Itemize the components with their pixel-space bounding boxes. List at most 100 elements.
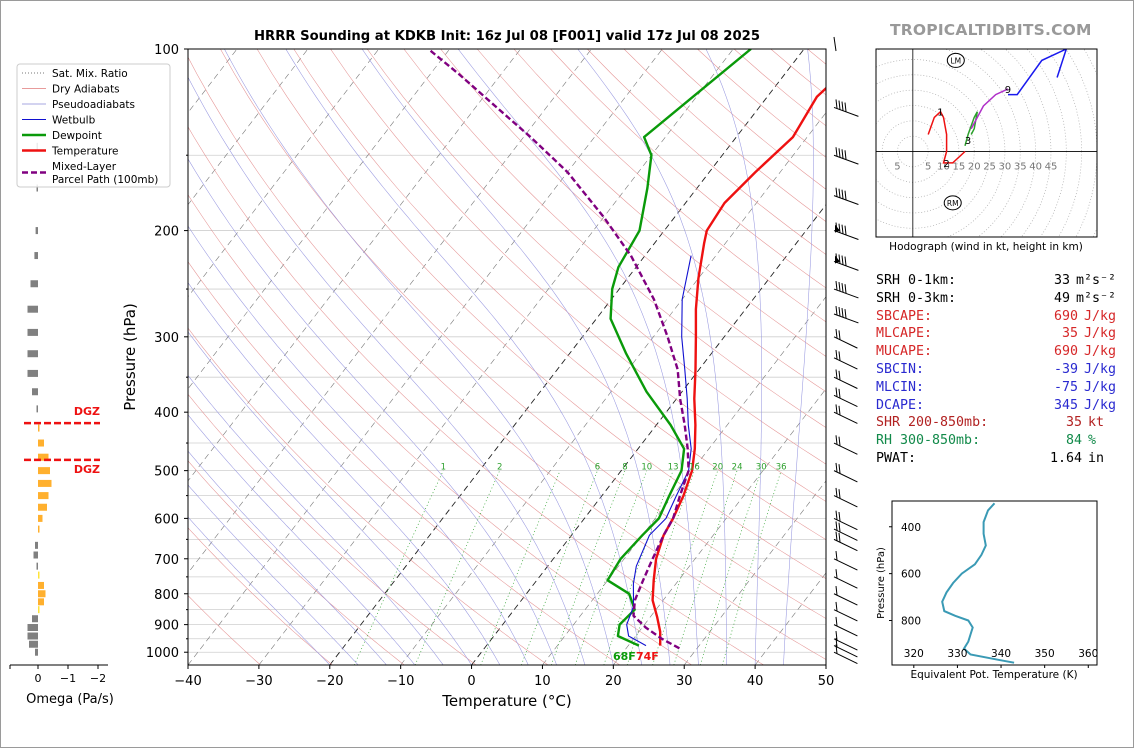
stat-row: MLCIN: -75 J/kg [876, 379, 1116, 397]
pseudoadiabat [188, 450, 387, 665]
dry-adiabat [188, 595, 261, 665]
pseudoadiabat [783, 49, 814, 665]
wind-barb [833, 470, 858, 483]
stat-value: 690 [1053, 344, 1078, 360]
dry-adiabat [188, 56, 826, 660]
omega-bar [38, 453, 49, 461]
stat-label: MUCAPE: [876, 344, 933, 360]
pseudoadiabat [188, 414, 416, 665]
wind-barb-feather [841, 149, 844, 159]
wind-barb [833, 288, 859, 299]
hodograph-ring-label: 45 [1045, 162, 1058, 173]
dry-adiabat [188, 393, 477, 665]
pseudoadiabat [224, 49, 614, 665]
y-tick-label: 300 [154, 331, 179, 346]
dry-adiabat [440, 49, 826, 393]
legend-label: Dry Adiabats [52, 84, 120, 96]
wind-barb-feather [835, 147, 838, 157]
hodograph-height-label: 1 [937, 108, 943, 119]
isotherm [400, 112, 826, 665]
omega-bar [38, 503, 47, 511]
stat-unit: J/kg [1083, 344, 1116, 360]
wind-barb-pennant [835, 255, 840, 264]
x-tick-label: −10 [387, 674, 414, 689]
hodograph-ring-label: 35 [1014, 162, 1027, 173]
wind-barb-feather [838, 307, 841, 317]
dry-adiabat [293, 49, 826, 541]
isotherm [258, 49, 734, 665]
wind-barb-feather [835, 329, 838, 339]
wind-barb [833, 593, 858, 606]
mixing-ratio-label: 1 [441, 463, 446, 473]
pseudoadiabat [188, 484, 359, 665]
wind-barb [833, 336, 858, 349]
theta-e-axes [891, 500, 1098, 666]
stat-label: SHR 200-850mb: [876, 415, 989, 431]
chart-title: HRRR Sounding at KDKB Init: 16z Jul 08 [… [254, 29, 760, 44]
wind-barb-feather [838, 489, 841, 499]
wind-barb-feather [835, 305, 838, 316]
stat-row: DCAPE: 345 J/kg [876, 397, 1116, 415]
theta-e-y-tick-label: 400 [901, 522, 921, 534]
wind-barb-feather [838, 522, 841, 532]
wind-barb-feather [835, 631, 838, 641]
omega-bar [30, 280, 38, 288]
omega-bar [32, 388, 38, 396]
wind-barb-feather [835, 531, 838, 541]
wind-barb [833, 106, 859, 117]
stat-row: SRH 0-1km: 33 m²s⁻² [876, 272, 1116, 290]
dry-adiabat [188, 327, 549, 665]
wind-barb-feather [838, 254, 841, 264]
wind-barb-feather [838, 188, 841, 198]
hodograph-ring-label: 25 [983, 162, 996, 173]
y-tick-label: 600 [154, 512, 179, 527]
wind-barb-feather [838, 282, 841, 292]
omega-bar [27, 369, 38, 377]
pseudoadiabat [188, 374, 444, 665]
mixing-ratio-label: 24 [732, 463, 743, 473]
omega-bar [38, 581, 44, 589]
surface-dewpoint-label: 68F [613, 650, 636, 663]
wind-barb-feather [835, 644, 838, 654]
stat-value: 84 [1065, 433, 1082, 449]
stat-value: 690 [1053, 308, 1078, 324]
hodograph-ring-label: 5 [925, 162, 931, 173]
wind-barb-feather [838, 351, 841, 361]
dry-adiabat [330, 49, 826, 502]
legend-label: Pseudoadiabats [52, 99, 135, 111]
wind-barb [833, 230, 859, 240]
x-tick-label: −40 [174, 674, 201, 689]
legend-label: Dewpoint [52, 130, 102, 142]
series-mixed-layer [427, 49, 690, 650]
omega-bar [32, 615, 38, 623]
hodograph-height-label: 3 [965, 136, 971, 147]
x-tick-label: 40 [747, 674, 764, 689]
dry-adiabat [188, 460, 405, 665]
omega-bar [38, 525, 40, 533]
mixing-ratio-label: 6 [595, 463, 600, 473]
legend-label: Wetbulb [52, 115, 96, 127]
wind-barb-feather [835, 281, 838, 291]
mixing-ratio-label: 13 [668, 463, 679, 473]
wind-barb-feather [835, 637, 838, 647]
wind-barb-feather [838, 436, 841, 446]
stat-row: PWAT: 1.64 in [876, 450, 1116, 468]
mixing-ratio-label: 36 [776, 463, 787, 473]
stat-unit: J/kg [1083, 308, 1116, 324]
theta-e-x-tick-label: 360 [1078, 648, 1098, 660]
hodograph-height-label: 2 [943, 159, 949, 170]
mixing-ratio-line [550, 470, 626, 665]
wind-barb-feather [844, 190, 847, 200]
wind-barb-feather [835, 586, 838, 596]
wind-barb-feather [844, 256, 847, 266]
stat-unit: kt [1088, 415, 1105, 431]
pseudoadiabat [577, 49, 728, 665]
mixing-ratio-label: 10 [641, 463, 652, 473]
wind-barb-feather [841, 255, 844, 265]
wind-barb [833, 394, 858, 408]
wind-barb [833, 651, 858, 664]
wind-barb-feather [838, 464, 841, 474]
stats-table: SRH 0-1km: 33 m²s⁻² SRH 0-3km: 49 m²s⁻² SBCAPE… [876, 272, 1116, 468]
omega-bar [38, 479, 52, 487]
